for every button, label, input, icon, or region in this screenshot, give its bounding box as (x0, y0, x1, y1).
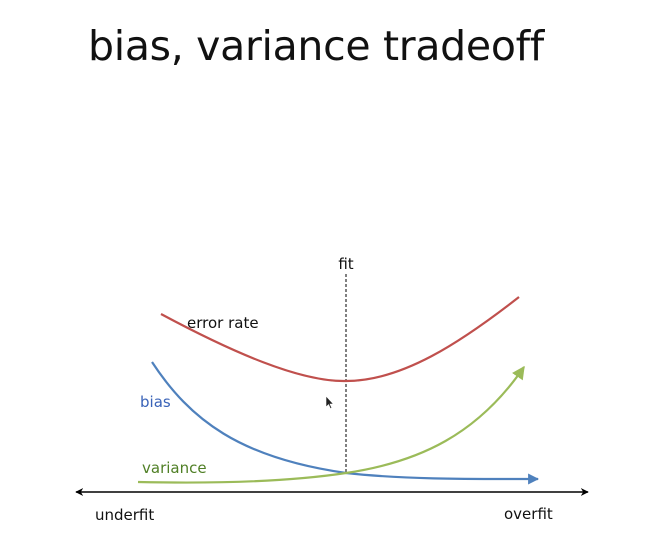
slide-title: bias, variance tradeoff (88, 22, 544, 70)
overfit-label: overfit (504, 505, 553, 523)
mouse-cursor-icon (325, 395, 335, 409)
underfit-label: underfit (95, 506, 154, 524)
error-rate-curve (160, 296, 520, 383)
bias-curve (151, 361, 540, 485)
fit-label: fit (338, 255, 353, 273)
error-rate-label: error rate (187, 314, 259, 332)
variance-label: variance (142, 459, 207, 477)
variance-curve (137, 365, 525, 484)
bias-label: bias (140, 393, 171, 411)
